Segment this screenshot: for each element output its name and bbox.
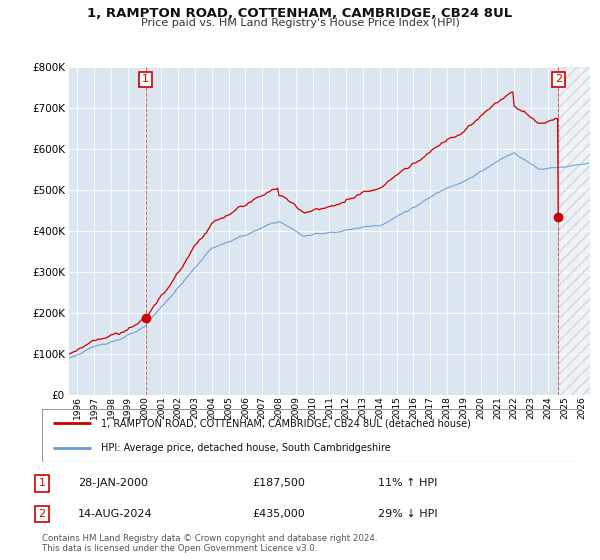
- Text: 1: 1: [142, 74, 149, 85]
- Text: 14-AUG-2024: 14-AUG-2024: [78, 509, 152, 519]
- Text: Contains HM Land Registry data © Crown copyright and database right 2024.
This d: Contains HM Land Registry data © Crown c…: [42, 534, 377, 553]
- Text: 2: 2: [554, 74, 562, 85]
- Text: £435,000: £435,000: [252, 509, 305, 519]
- Text: 11% ↑ HPI: 11% ↑ HPI: [378, 478, 437, 488]
- Text: £187,500: £187,500: [252, 478, 305, 488]
- Polygon shape: [558, 67, 590, 395]
- Text: 28-JAN-2000: 28-JAN-2000: [78, 478, 148, 488]
- Text: 1: 1: [38, 478, 46, 488]
- Text: 2: 2: [38, 509, 46, 519]
- Text: Price paid vs. HM Land Registry's House Price Index (HPI): Price paid vs. HM Land Registry's House …: [140, 18, 460, 29]
- Text: 1, RAMPTON ROAD, COTTENHAM, CAMBRIDGE, CB24 8UL (detached house): 1, RAMPTON ROAD, COTTENHAM, CAMBRIDGE, C…: [101, 418, 471, 428]
- Text: HPI: Average price, detached house, South Cambridgeshire: HPI: Average price, detached house, Sout…: [101, 442, 391, 452]
- Text: 29% ↓ HPI: 29% ↓ HPI: [378, 509, 437, 519]
- Text: 1, RAMPTON ROAD, COTTENHAM, CAMBRIDGE, CB24 8UL: 1, RAMPTON ROAD, COTTENHAM, CAMBRIDGE, C…: [88, 7, 512, 20]
